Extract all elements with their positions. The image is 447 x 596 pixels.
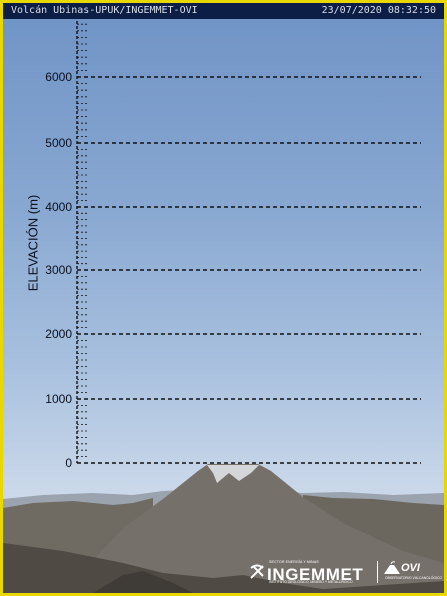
elevation-tick-label: 4000 xyxy=(45,200,72,214)
camera-name: Volcán Ubinas-UPUK/INGEMMET-OVI xyxy=(11,5,198,16)
foreground-slopes xyxy=(3,543,444,593)
volcano-icon xyxy=(384,561,400,574)
ovi-logo-text: OVI xyxy=(401,562,420,574)
elevation-tick-label: 2000 xyxy=(45,327,72,341)
ingemmet-description: INSTITUTO GEOLÓGICO, MINERO Y METALÚRGIC… xyxy=(269,580,353,584)
ingemmet-logo-text: INGEMMET xyxy=(267,565,364,584)
volcano-image xyxy=(3,464,444,593)
elevation-axis-label: ELEVACIÓN (m) xyxy=(25,194,41,292)
elevation-tick-label: 0 xyxy=(65,456,72,470)
ingemmet-subtitle: SECTOR ENERGÍA Y MINAS xyxy=(269,560,319,564)
camera-header-bar: Volcán Ubinas-UPUK/INGEMMET-OVI 23/07/20… xyxy=(3,3,444,19)
camera-frame: 0 1000 2000 3000 4000 5000 6000 ELEVACIÓN (m) … xyxy=(3,3,444,593)
logo-separator xyxy=(377,561,378,583)
summit-snow xyxy=(207,465,259,483)
elevation-tick-label: 3000 xyxy=(45,263,72,277)
elevation-tick-label: 1000 xyxy=(45,392,72,406)
ovi-description: OBSERVATORIO VULCANOLÓGICO xyxy=(385,576,443,580)
institution-logos: SECTOR ENERGÍA Y MINAS INGEMMET INSTITUT… xyxy=(249,557,442,587)
elevation-scale: 0 1000 2000 3000 4000 5000 6000 xyxy=(45,21,421,470)
volcano-cone xyxy=(63,464,444,593)
elevation-tick-label: 5000 xyxy=(45,136,72,150)
elevation-tick-label: 6000 xyxy=(45,70,72,84)
pickaxe-icon xyxy=(250,564,264,579)
timestamp: 23/07/2020 08:32:50 xyxy=(321,5,436,16)
foreground-peak xyxy=(93,571,193,593)
